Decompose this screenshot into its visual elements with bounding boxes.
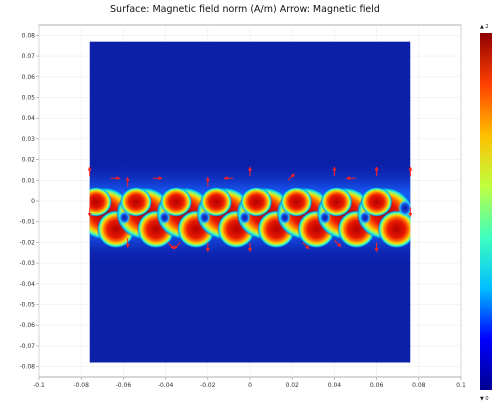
field-hole [398,200,411,217]
y-tick-label: 0 [31,198,35,205]
field-domain [89,41,411,363]
x-tick-label: -0.06 [116,382,132,389]
x-tick-label: 0 [248,382,252,389]
field-hole [199,211,211,224]
field-lobe-upper [360,187,393,217]
field-lobe-upper [280,187,313,217]
field-arrow [167,242,175,250]
x-tick-label: -0.1 [33,382,45,389]
y-tick-label: -0.01 [19,219,35,226]
y-tick-label: -0.05 [19,302,35,309]
field-lobe-upper [89,187,112,217]
x-tick-label: 0.06 [370,382,384,389]
colorbar-max-label: ▲ 2 [480,24,489,30]
field-lobe-upper [200,187,233,217]
x-tick-label: -0.08 [73,382,89,389]
y-tick-label: 0.06 [22,74,36,81]
field-lobe-upper [160,187,192,217]
y-tick-label: -0.06 [19,322,35,329]
field-hole [319,211,331,224]
field-arrows [87,166,413,253]
field-lobe-upper [120,187,152,217]
y-tick-label: -0.08 [19,364,35,371]
y-tick-label: 0.01 [22,177,36,184]
x-tick-label: 0.02 [286,382,300,389]
y-tick-label: 0.08 [22,32,36,39]
field-hole [359,211,371,224]
field-hole [159,211,171,224]
field-hole [118,211,130,224]
y-tick-label: 0.07 [22,53,36,60]
x-tick-label: -0.04 [158,382,174,389]
field-lobe-lower [377,210,411,249]
y-tick-label: 0.03 [22,136,36,143]
field-hole [239,211,251,224]
y-tick-label: -0.03 [19,260,35,267]
field-arrow [173,242,181,250]
chart-title: Surface: Magnetic field norm (A/m) Arrow… [110,4,380,15]
x-tick-label: 0.08 [412,382,426,389]
colorbar: ▲ 2 ▼ 0 [480,24,492,402]
field-arrow [302,242,310,250]
field-arrow [334,239,342,248]
colorbar-min-label: ▼ 0 [480,396,489,402]
colorbar-gradient [480,33,492,390]
field-hole [279,211,291,224]
y-tick-label: 0.02 [22,157,36,164]
field-lobe-upper [240,187,273,217]
x-tick-label: -0.02 [200,382,216,389]
field-arrow [287,173,295,181]
y-tick-label: -0.02 [19,239,35,246]
field-surface [89,41,411,363]
y-tick-label: 0.05 [22,94,36,101]
field-lobe-upper [320,187,353,217]
y-tick-label: -0.07 [19,343,35,350]
x-tick-label: 0.04 [328,382,342,389]
y-tick-label: -0.04 [19,281,35,288]
y-tick-label: 0.04 [22,115,36,122]
x-tick-label: 0.1 [456,382,466,389]
